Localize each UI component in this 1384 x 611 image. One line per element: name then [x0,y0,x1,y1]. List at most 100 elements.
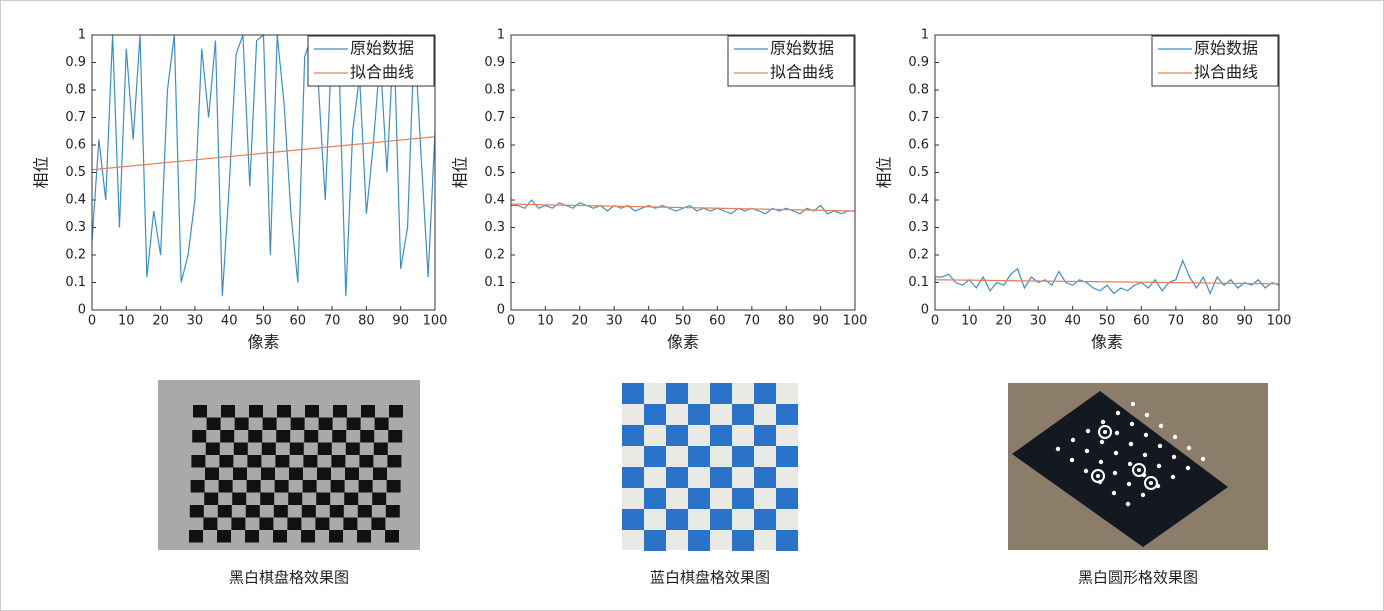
target-dot [1103,430,1107,434]
check [345,467,359,480]
target-dot [1137,468,1141,472]
x-tick-label: 50 [675,314,692,329]
check [386,480,401,493]
check [732,488,754,509]
y-tick-label: 0.3 [484,220,505,235]
check [287,517,302,530]
check [231,517,246,530]
check [666,383,688,404]
y-tick-label: 0.6 [484,138,505,153]
x-tick-label: 50 [255,314,272,329]
check [754,425,776,446]
check [275,455,290,468]
data-line [511,199,855,215]
legend-box [307,35,435,87]
check [316,492,331,505]
check [234,417,249,430]
x-tick-label: 40 [221,314,238,329]
check [776,488,798,509]
target-dot [1096,474,1100,478]
check [206,417,221,430]
x-tick-label: 30 [606,314,623,329]
dot [1157,443,1163,449]
dot [1172,434,1178,440]
check [261,442,276,455]
x-tick-label: 70 [324,314,341,329]
check [361,405,375,418]
check [776,530,798,551]
check [710,383,732,404]
check [688,530,710,551]
x-tick-label: 80 [358,314,375,329]
check [666,509,688,530]
dot [1055,446,1061,452]
check [732,446,754,467]
check [190,480,205,493]
x-axis-label: 像素 [247,333,279,352]
check [332,430,347,443]
x-tick-label: 0 [88,314,96,329]
check [233,442,248,455]
check [360,430,375,443]
y-tick-label: 0.9 [65,55,86,70]
check [710,467,732,488]
dot [1084,448,1090,454]
target-dot [1149,481,1153,485]
x-axis-label: 像素 [1091,333,1123,352]
x-tick-label: 40 [640,314,657,329]
caption: 蓝白棋盘格效果图 [650,569,770,587]
check [357,505,372,518]
dot [1156,463,1162,469]
dot [1128,441,1134,447]
check [262,417,277,430]
check [358,480,373,493]
target [1132,463,1146,477]
check [302,480,317,493]
x-tick-label: 10 [961,314,978,329]
y-tick-label: 0.7 [484,110,505,125]
x-tick-label: 20 [996,314,1013,329]
check [359,455,374,468]
check [260,492,275,505]
check [666,467,688,488]
check [688,404,710,425]
check [290,417,305,430]
check [288,492,303,505]
check [303,455,318,468]
x-tick-label: 30 [187,314,204,329]
axes-box [91,34,436,311]
check [622,509,644,530]
y-tick-label: 0.5 [484,165,505,180]
check [754,467,776,488]
y-tick-label: 0.8 [908,83,929,98]
check [688,488,710,509]
target [1098,425,1112,439]
y-tick-label: 0.6 [908,138,929,153]
check [305,405,319,418]
check [261,467,275,480]
legend-label: 原始数据 [770,39,834,58]
check [274,480,289,493]
check [776,404,798,425]
check [329,530,343,543]
check [644,446,666,467]
y-tick-label: 0.1 [65,275,86,290]
legend-label: 原始数据 [1194,39,1258,58]
check [385,505,400,518]
dot [1185,465,1191,471]
dot [1112,470,1118,476]
check [333,405,347,418]
y-tick-label: 0.3 [65,220,86,235]
dot [1143,432,1149,438]
check [331,455,346,468]
check [318,417,333,430]
x-tick-label: 10 [118,314,135,329]
check [245,530,259,543]
dot [1144,412,1150,418]
dot [1200,456,1206,462]
check [192,430,207,443]
check [273,505,288,518]
check [317,467,331,480]
dot [1130,401,1136,407]
check [248,430,263,443]
